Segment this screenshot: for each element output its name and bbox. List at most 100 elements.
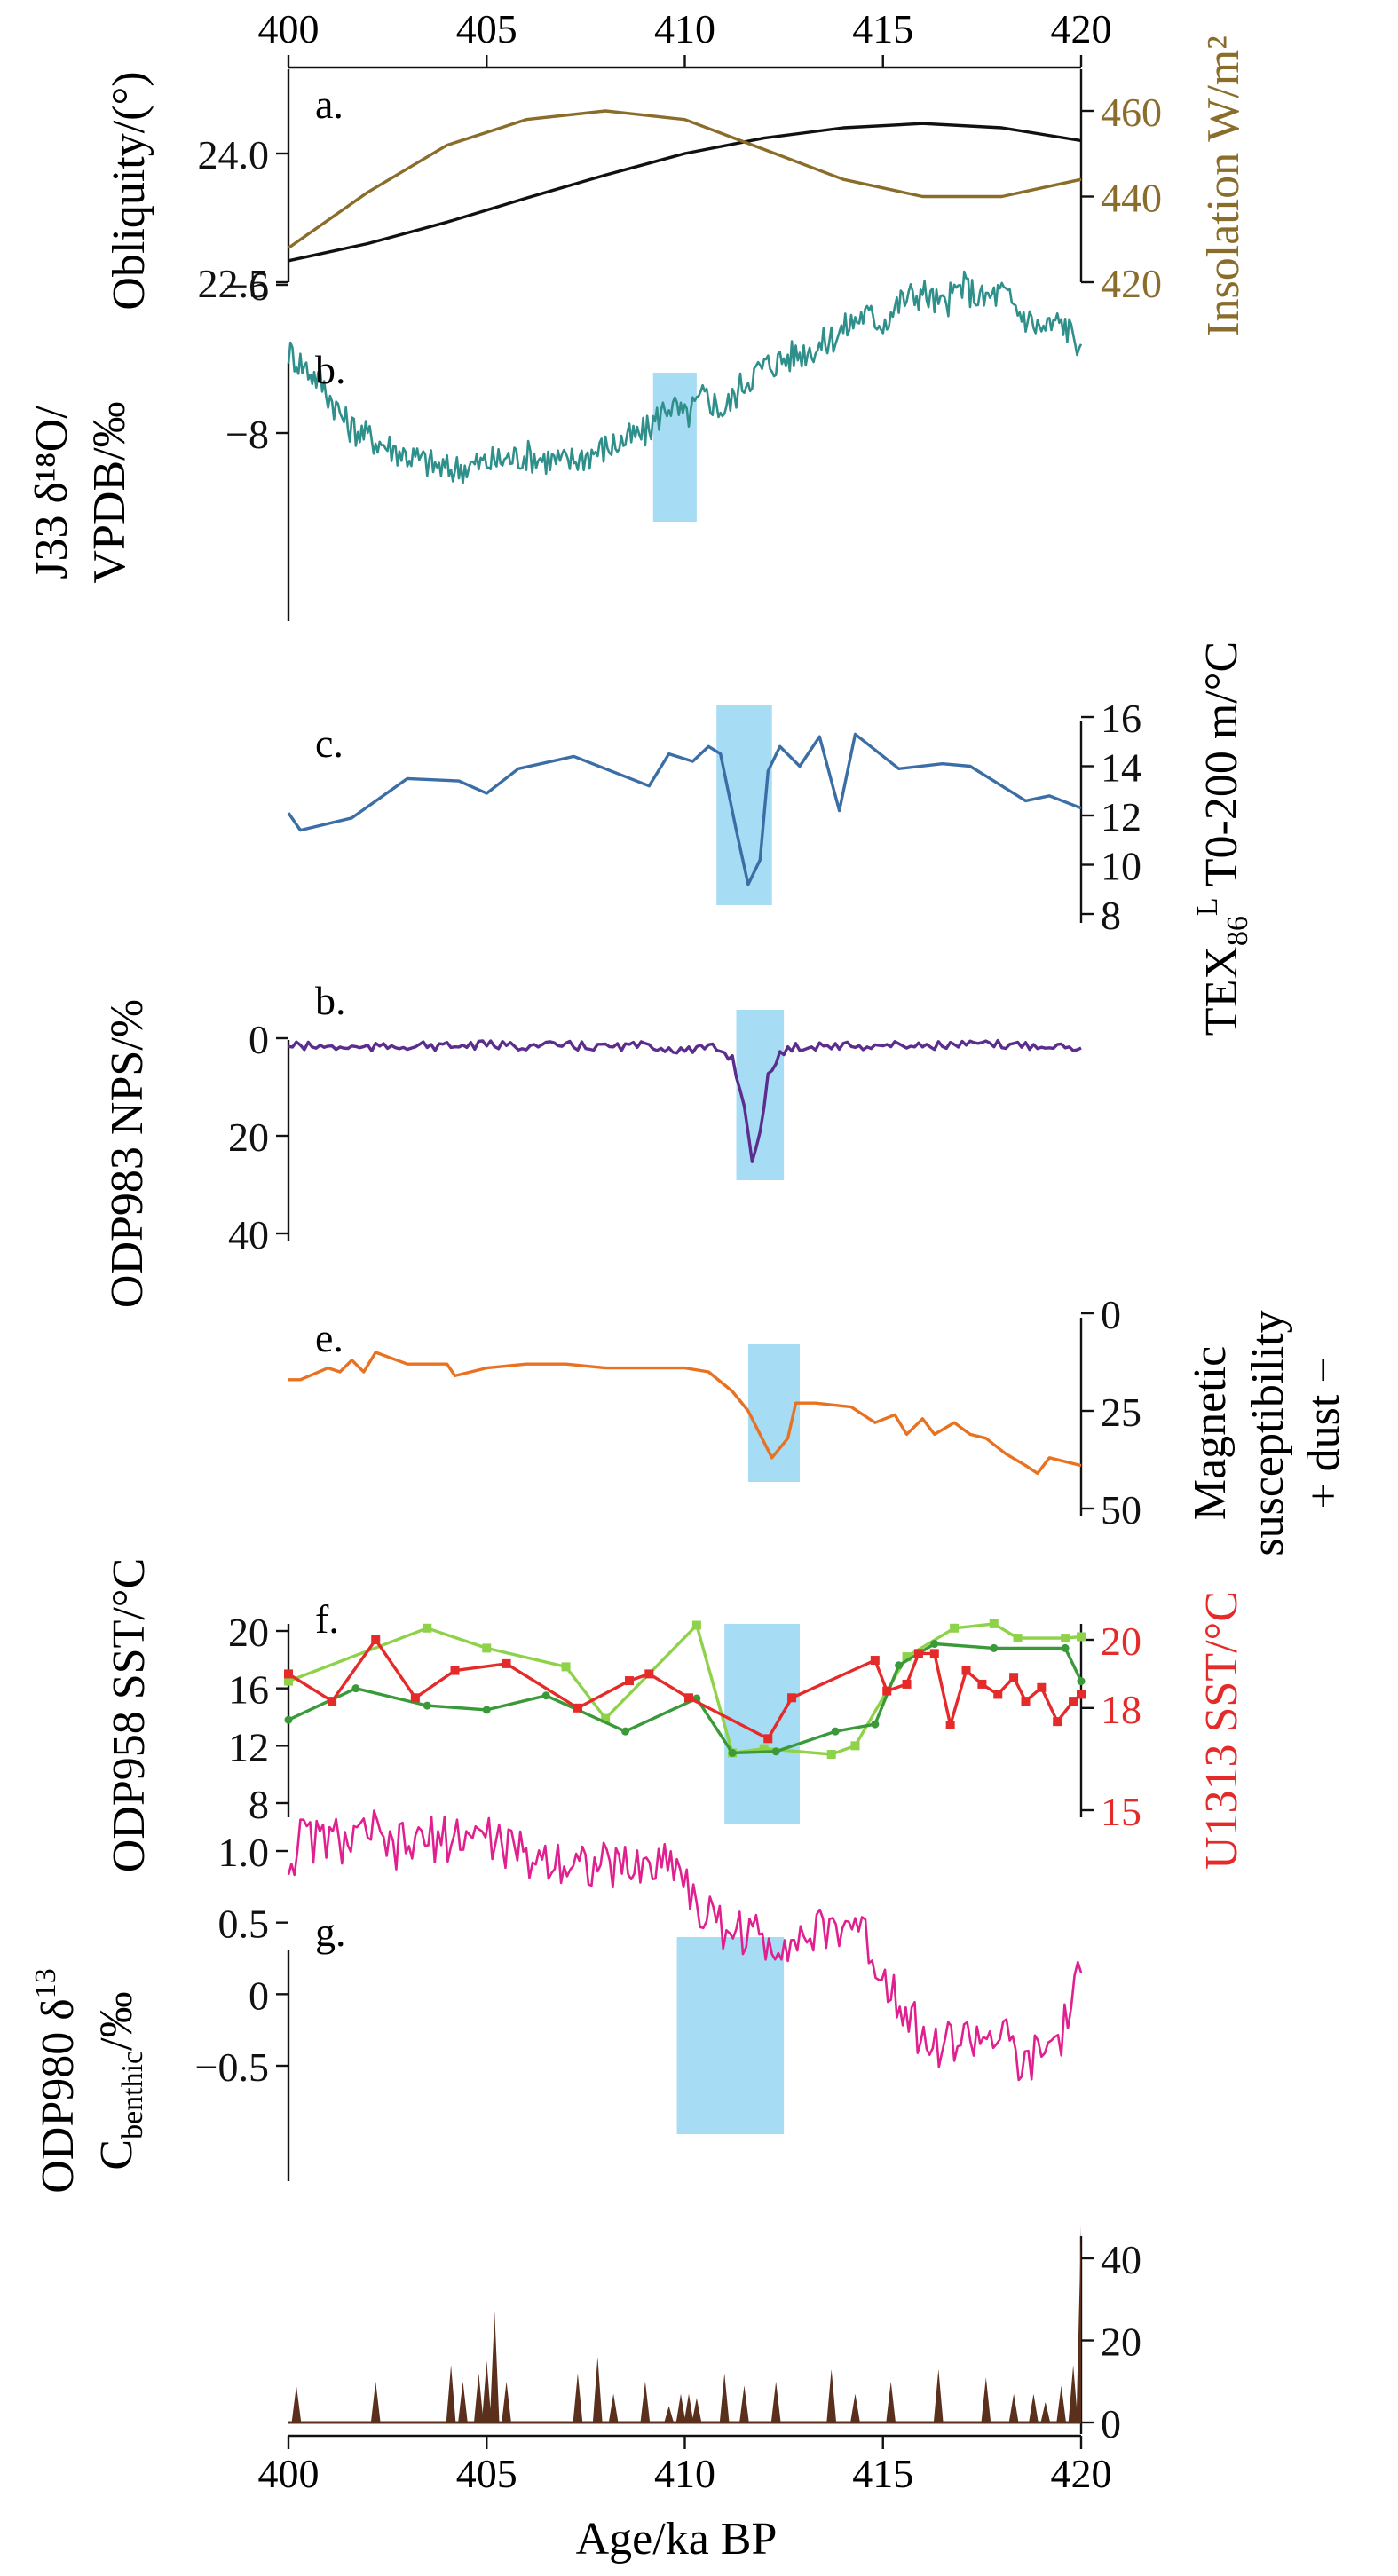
y-tick-label-right: 12: [1101, 794, 1141, 839]
y-axis-label-right: U1313 SST/°C: [1197, 1591, 1247, 1870]
bottom-x-axis: 400 405 410 415 420: [258, 2434, 1112, 2496]
y-axis-label-line-2: VPDB/‰: [84, 401, 135, 583]
y-axis-label-line-2: Cbenthic/‰: [91, 1991, 149, 2170]
data-point-sst_red: [1021, 1697, 1031, 1706]
y-tick-label-right: 0: [1101, 2401, 1121, 2446]
x-tick-label-top: 420: [1051, 6, 1112, 51]
y-tick-label-left: −8: [225, 412, 269, 457]
data-point-sst_red: [763, 1734, 773, 1744]
y-tick-label-right: 25: [1101, 1390, 1141, 1435]
ird-peak: [1029, 2393, 1039, 2422]
ird-peak: [739, 2385, 749, 2422]
y-tick-label-left: −6: [225, 264, 269, 309]
ird-peak: [502, 2381, 511, 2422]
ird-peak: [1076, 2225, 1081, 2422]
y-axis-label-right: Insolation W/m²: [1198, 35, 1249, 337]
ird-peak: [886, 2381, 896, 2422]
series-line-speleothem: [287, 270, 1083, 484]
label-part: /‰: [91, 1991, 142, 2050]
data-point-sst_red: [961, 1666, 971, 1675]
x-tick-label-bottom: 415: [852, 2451, 913, 2496]
ird-peak: [933, 2368, 944, 2422]
ird-peak: [474, 2373, 484, 2422]
y-tick-label-right: 14: [1101, 745, 1141, 791]
ird-peak: [458, 2381, 468, 2422]
ird-peak: [691, 2398, 702, 2422]
ird-peak: [489, 2312, 500, 2422]
data-point-sst_red: [1069, 1697, 1078, 1706]
panel-letter: f.: [315, 1596, 339, 1642]
y-tick-label-right: 420: [1101, 261, 1162, 306]
series-layer: [287, 270, 1083, 484]
data-point-sst_dark: [871, 1720, 880, 1729]
panel-f: 8 12 16 20 15 18 20 f. ODP958 SST/°C U1313 SST…: [104, 1558, 1247, 1873]
data-point-sst_light: [691, 1620, 701, 1630]
x-tick-label-bottom: 400: [258, 2451, 320, 2496]
data-point-sst_red: [1077, 1690, 1086, 1699]
axes-layer: 0 20 40: [1079, 2236, 1141, 2446]
data-point-sst_light: [482, 1643, 492, 1653]
axes-layer: 0 25 50: [1079, 1292, 1141, 1532]
data-point-sst_light: [902, 1652, 912, 1662]
data-point-sst_dark: [831, 1727, 840, 1736]
data-point-sst_dark: [423, 1701, 431, 1710]
panel-b-j33: −8 −6 b. J33 δ¹⁸O/ VPDB/‰: [27, 264, 1083, 621]
y-tick-label-right: 16: [1101, 696, 1141, 741]
panel-letter: g.: [315, 1910, 346, 1955]
data-point-sst_dark: [482, 1706, 491, 1714]
data-point-sst_light: [950, 1623, 960, 1633]
series-line-sst_dark: [288, 1642, 1083, 1755]
shaded-interval: [747, 1344, 800, 1482]
series-layer: [287, 732, 1082, 886]
panel-letter: b.: [315, 347, 346, 392]
ird-peak: [683, 2393, 694, 2422]
data-point-sst_red: [882, 1686, 892, 1696]
series-layer: [288, 109, 1082, 263]
series-layer: [287, 1809, 1083, 2082]
label-part: T0-200 m/°C: [1197, 642, 1247, 898]
x-tick-label-bottom: 410: [654, 2451, 715, 2496]
y-tick-label-right: 0: [1101, 1292, 1121, 1337]
data-point-sst_dark: [541, 1691, 550, 1700]
x-axis-label: Age/ka BP: [576, 2514, 778, 2564]
series-line-nps: [288, 1038, 1082, 1163]
ird-peak: [770, 2381, 781, 2422]
y-tick-label-right: 440: [1101, 176, 1162, 221]
panel-letter: a.: [315, 82, 344, 127]
data-point-sst_red: [624, 1676, 634, 1686]
ird-peak: [608, 2393, 619, 2422]
panel-g: −0.5 0 0.5 1.0 g. ODP980 δ13 Cbenthic/‰: [29, 1809, 1083, 2194]
y-axis-label-right-line-1: Magnetic: [1185, 1346, 1236, 1520]
y-tick-label-left: 20: [228, 1610, 269, 1655]
panel-letter: c.: [315, 721, 344, 766]
series-line-sst_red: [288, 1638, 1083, 1741]
data-point-sst_light: [1013, 1634, 1023, 1643]
series-line-obliquity: [288, 122, 1082, 263]
ird-peak: [481, 2360, 492, 2422]
data-point-sst_dark: [728, 1748, 737, 1757]
ird-peak: [981, 2377, 991, 2422]
y-tick-label-left: 22.5: [198, 261, 270, 306]
data-point-sst_red: [929, 1649, 939, 1658]
data-point-sst_red: [977, 1679, 987, 1689]
data-point-sst_red: [1037, 1682, 1047, 1692]
y-tick-label-left: 8: [249, 1782, 269, 1827]
ird-peak: [291, 2385, 302, 2422]
data-point-sst_red: [683, 1693, 693, 1703]
axes-layer: 8 12 16 20 15 18 20: [228, 1610, 1141, 1834]
data-point-sst_dark: [1061, 1643, 1070, 1652]
ird-peak: [1068, 2365, 1078, 2422]
data-point-sst_light: [1077, 1632, 1086, 1642]
data-point-sst_light: [561, 1662, 571, 1672]
series-line-carbon: [287, 1809, 1083, 2082]
label-superscript: L: [1191, 897, 1224, 916]
data-point-sst_red: [450, 1666, 460, 1675]
y-tick-label-left: 40: [228, 1212, 269, 1257]
data-point-sst_dark: [930, 1640, 939, 1649]
data-point-sst_light: [1061, 1634, 1070, 1643]
y-tick-label-left: 0.5: [218, 1902, 270, 1947]
data-point-sst_red: [902, 1679, 912, 1689]
data-point-sst_red: [410, 1693, 420, 1703]
y-axis-label-right: TEX86L T0-200 m/°C: [1191, 642, 1254, 1036]
ird-peak: [826, 2368, 837, 2422]
